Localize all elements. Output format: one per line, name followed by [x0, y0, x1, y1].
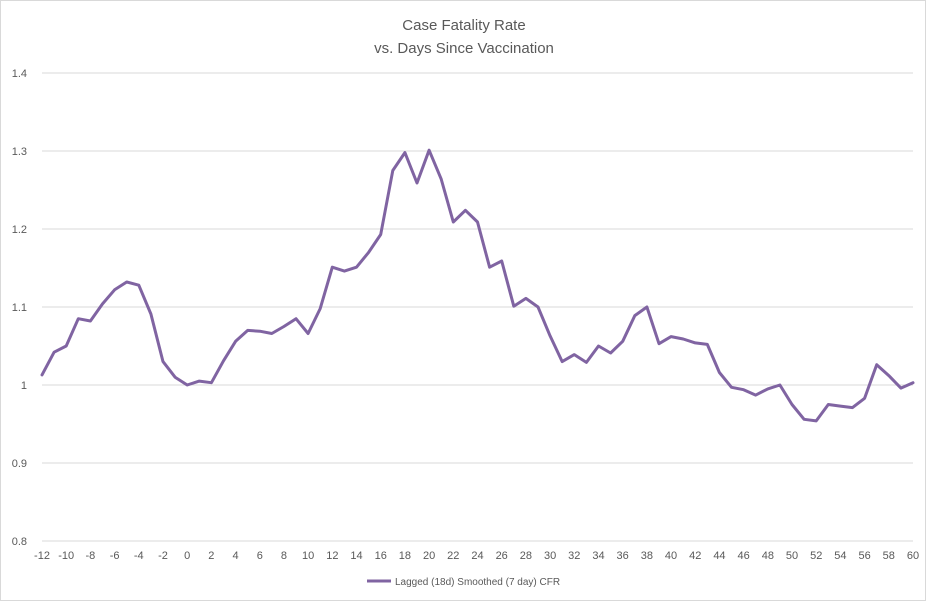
x-tick-label: -8 — [85, 550, 95, 562]
x-tick-label: 40 — [665, 550, 677, 562]
y-tick-label: 1.4 — [12, 68, 27, 80]
x-tick-label: 52 — [810, 550, 822, 562]
x-tick-label: 4 — [232, 550, 238, 562]
gridlines — [42, 72, 913, 542]
x-axis-tick-labels: -12 -10 -8 -6 -4 -2 0 2 4 6 8 10 12 14 16 18 20 22 24 26 28 3… — [34, 550, 919, 562]
legend: Lagged (18d) Smoothed (7 day) CFR — [367, 577, 560, 588]
y-tick-label: 1.2 — [12, 224, 27, 236]
x-tick-label: -12 — [34, 550, 50, 562]
x-tick-label: 44 — [713, 550, 725, 562]
x-tick-label: 46 — [738, 550, 750, 562]
x-tick-label: 0 — [184, 550, 190, 562]
chart-title: Case Fatality Rate vs. Days Since Vaccin… — [374, 17, 554, 57]
x-tick-label: -2 — [158, 550, 168, 562]
y-tick-label: 1.1 — [12, 302, 27, 314]
x-tick-label: 54 — [834, 550, 846, 562]
x-tick-label: 24 — [471, 550, 483, 562]
x-tick-label: 6 — [257, 550, 263, 562]
x-tick-label: 28 — [520, 550, 532, 562]
x-tick-label: 18 — [399, 550, 411, 562]
x-tick-label: 26 — [496, 550, 508, 562]
x-tick-label: 8 — [281, 550, 287, 562]
x-tick-label: 58 — [883, 550, 895, 562]
x-tick-label: 60 — [907, 550, 919, 562]
chart-title-line-1: Case Fatality Rate — [402, 17, 525, 34]
x-tick-label: 20 — [423, 550, 435, 562]
x-tick-label: 56 — [858, 550, 870, 562]
x-tick-label: 50 — [786, 550, 798, 562]
x-tick-label: 10 — [302, 550, 314, 562]
x-tick-label: 16 — [375, 550, 387, 562]
x-tick-label: 38 — [641, 550, 653, 562]
x-tick-label: 2 — [208, 550, 214, 562]
series-group — [40, 148, 915, 423]
y-tick-label: 0.9 — [12, 458, 27, 470]
x-tick-label: 14 — [350, 550, 362, 562]
x-tick-label: 34 — [592, 550, 604, 562]
series-line — [40, 148, 915, 423]
chart-title-line-2: vs. Days Since Vaccination — [374, 40, 554, 57]
x-tick-label: 22 — [447, 550, 459, 562]
x-tick-label: -10 — [58, 550, 74, 562]
x-tick-label: 30 — [544, 550, 556, 562]
x-tick-label: -6 — [110, 550, 120, 562]
x-tick-label: 42 — [689, 550, 701, 562]
y-axis-tick-labels: 0.8 0.9 1 1.1 1.2 1.3 1.4 — [12, 68, 27, 548]
x-tick-label: 48 — [762, 550, 774, 562]
y-tick-label: 1.3 — [12, 146, 27, 158]
y-tick-label: 1 — [21, 380, 27, 392]
x-tick-label: 12 — [326, 550, 338, 562]
x-tick-label: -4 — [134, 550, 144, 562]
y-tick-label: 0.8 — [12, 536, 27, 548]
x-tick-label: 32 — [568, 550, 580, 562]
x-tick-label: 36 — [617, 550, 629, 562]
legend-label: Lagged (18d) Smoothed (7 day) CFR — [395, 577, 560, 588]
